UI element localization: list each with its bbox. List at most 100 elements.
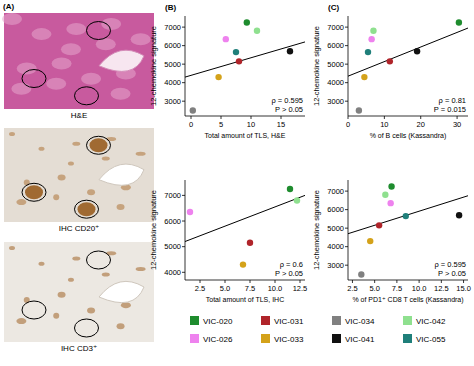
scatter-point xyxy=(358,271,364,277)
x-tick xyxy=(300,280,301,283)
x-tick xyxy=(191,116,192,119)
scatter-plot: (C)010203030004000500060007000% of B cel… xyxy=(312,3,468,140)
tissue-texture xyxy=(131,33,151,45)
y-tick xyxy=(345,265,348,266)
plot-area xyxy=(348,183,468,277)
tissue-texture xyxy=(46,78,66,90)
tls-circle xyxy=(87,251,111,269)
y-tick xyxy=(345,45,348,46)
scatter-point xyxy=(403,213,409,219)
scatter-point xyxy=(236,58,242,64)
image-panel xyxy=(2,13,154,109)
legend-label: VIC-055 xyxy=(416,335,446,344)
tissue-texture xyxy=(72,257,80,261)
figure: (A)H&EIHC CD20⁺IHC CD3⁺(B)05101530004000… xyxy=(0,0,474,366)
tissue-texture xyxy=(117,323,125,329)
scatter-point xyxy=(361,74,367,80)
x-tick xyxy=(200,280,201,283)
tissue-texture xyxy=(11,83,31,95)
x-tick-label: 2.5 xyxy=(195,284,205,293)
scatter-plot: 2.55.07.510.012.515.03000400050006000700… xyxy=(312,180,471,304)
scatter-point xyxy=(365,49,371,55)
y-tick xyxy=(345,209,348,210)
y-tick-label: 7000 xyxy=(164,23,181,32)
x-axis-line xyxy=(185,280,305,281)
tissue-texture xyxy=(58,292,66,298)
tissue-texture xyxy=(16,318,26,324)
tissue-texture xyxy=(72,142,80,146)
scatter-point xyxy=(247,240,253,246)
trend-line xyxy=(348,196,468,234)
image-background xyxy=(4,242,154,342)
vessel xyxy=(99,50,144,71)
y-tick-label: 6000 xyxy=(327,41,344,50)
scatter-point xyxy=(388,183,394,189)
y-tick-label: 4000 xyxy=(327,78,344,87)
x-tick-label: 0 xyxy=(189,120,193,129)
legend-swatch xyxy=(332,316,341,325)
tls-circle xyxy=(22,301,46,319)
tissue-texture xyxy=(102,157,110,161)
scatter-point xyxy=(240,261,246,267)
x-axis-label: % of PD1⁺ CD8 T cells (Kassandra) xyxy=(352,296,463,304)
tls-circle xyxy=(87,22,111,40)
plot-area xyxy=(185,19,305,113)
scatter-plot: 2.55.07.510.012.54000500060007000Total a… xyxy=(149,180,307,303)
tissue-texture xyxy=(68,162,74,166)
x-tick xyxy=(441,280,442,283)
x-tick xyxy=(384,116,385,119)
stain-blob xyxy=(25,185,43,199)
panel-label: (B) xyxy=(165,3,176,12)
tissue-texture xyxy=(136,267,146,271)
tissue-texture xyxy=(9,246,15,250)
y-tick-label: 7000 xyxy=(327,187,344,196)
tissue-texture xyxy=(87,189,95,195)
y-tick-label: 5000 xyxy=(327,60,344,69)
tissue-texture xyxy=(2,13,22,25)
legend-label: VIC-041 xyxy=(345,335,375,344)
stain-blob xyxy=(78,202,96,216)
x-tick-label: 15.0 xyxy=(456,284,471,293)
x-tick-label: 20 xyxy=(417,120,425,129)
scatter-point xyxy=(414,48,420,54)
y-tick xyxy=(182,272,185,273)
tissue-texture xyxy=(52,58,72,70)
scatter-point xyxy=(382,192,388,198)
vessel xyxy=(99,281,144,302)
tissue-texture xyxy=(17,63,37,75)
tls-circle xyxy=(22,70,46,88)
x-tick-label: 5.0 xyxy=(220,284,230,293)
x-tick-label: 10.0 xyxy=(412,284,427,293)
x-tick-label: 15 xyxy=(277,120,285,129)
y-tick xyxy=(345,82,348,83)
scatter-point xyxy=(190,107,196,113)
x-tick xyxy=(419,280,420,283)
stat-annotation: P > 0.05 xyxy=(275,105,303,114)
x-tick-label: 7.5 xyxy=(245,284,255,293)
tissue-texture xyxy=(58,174,66,180)
image-label: IHC CD3⁺ xyxy=(61,344,97,353)
legend-swatch xyxy=(261,316,270,325)
x-tick-label: 0 xyxy=(346,120,350,129)
tissue-texture xyxy=(38,147,44,151)
y-tick xyxy=(345,101,348,102)
tissue-texture xyxy=(117,204,125,210)
y-tick-label: 6000 xyxy=(164,217,181,226)
tissue-texture xyxy=(68,278,74,282)
scatter-point xyxy=(367,238,373,244)
tissue-texture xyxy=(101,18,121,30)
x-tick xyxy=(396,280,397,283)
y-tick-label: 6000 xyxy=(327,205,344,214)
stat-annotation: ρ = 0.6 xyxy=(280,260,303,269)
scatter-point xyxy=(368,36,374,42)
legend-label: VIC-033 xyxy=(274,335,304,344)
x-axis-line xyxy=(348,116,468,117)
y-tick-label: 4000 xyxy=(164,268,181,277)
scatter-point xyxy=(244,19,250,25)
x-axis-label: Total amount of TLS, H&E xyxy=(205,132,286,139)
scatter-point xyxy=(223,36,229,42)
image-label: H&E xyxy=(71,111,87,120)
scatter-point xyxy=(215,74,221,80)
y-tick xyxy=(182,221,185,222)
x-tick xyxy=(463,280,464,283)
